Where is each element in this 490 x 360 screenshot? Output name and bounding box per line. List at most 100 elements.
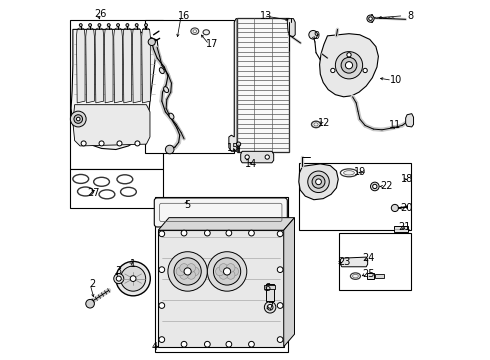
- Circle shape: [116, 276, 122, 281]
- Circle shape: [159, 267, 165, 273]
- Circle shape: [267, 305, 273, 310]
- Bar: [266, 284, 274, 301]
- Circle shape: [245, 155, 249, 159]
- Polygon shape: [132, 30, 141, 103]
- Polygon shape: [284, 218, 294, 347]
- Polygon shape: [123, 30, 132, 103]
- Circle shape: [121, 266, 146, 291]
- Circle shape: [223, 268, 231, 275]
- Ellipse shape: [73, 175, 89, 183]
- Text: 12: 12: [318, 118, 330, 128]
- Circle shape: [71, 111, 86, 127]
- Circle shape: [226, 271, 235, 279]
- Circle shape: [341, 57, 357, 73]
- Circle shape: [226, 264, 235, 272]
- Circle shape: [187, 264, 196, 272]
- Circle shape: [135, 24, 138, 27]
- Text: 4: 4: [151, 342, 158, 352]
- Circle shape: [204, 341, 210, 347]
- Circle shape: [99, 141, 104, 146]
- Circle shape: [308, 171, 329, 193]
- Text: 7: 7: [267, 302, 273, 312]
- Ellipse shape: [77, 187, 93, 196]
- Circle shape: [219, 264, 228, 272]
- Text: 22: 22: [380, 181, 393, 192]
- Circle shape: [181, 341, 187, 347]
- Polygon shape: [158, 218, 294, 230]
- Circle shape: [145, 24, 147, 27]
- Bar: [70, 169, 163, 208]
- Circle shape: [180, 264, 188, 272]
- Ellipse shape: [94, 177, 109, 186]
- Circle shape: [98, 24, 101, 27]
- Circle shape: [117, 141, 122, 146]
- Text: 5: 5: [185, 200, 191, 210]
- Circle shape: [236, 142, 241, 146]
- Circle shape: [216, 267, 224, 276]
- Circle shape: [89, 24, 92, 27]
- Polygon shape: [95, 30, 104, 103]
- Circle shape: [363, 68, 368, 73]
- Ellipse shape: [193, 30, 196, 33]
- Text: 18: 18: [401, 174, 413, 184]
- Circle shape: [180, 271, 188, 279]
- Circle shape: [230, 267, 239, 276]
- Circle shape: [316, 179, 321, 185]
- Text: 15: 15: [227, 143, 240, 153]
- Circle shape: [226, 230, 232, 236]
- Circle shape: [176, 267, 185, 276]
- Text: 25: 25: [363, 269, 375, 279]
- Bar: [158, 230, 284, 347]
- Circle shape: [117, 24, 120, 27]
- Bar: [394, 226, 408, 232]
- Ellipse shape: [99, 190, 115, 199]
- Ellipse shape: [169, 113, 174, 119]
- Circle shape: [370, 182, 379, 191]
- Circle shape: [277, 231, 283, 237]
- FancyBboxPatch shape: [154, 198, 287, 227]
- Ellipse shape: [312, 121, 320, 128]
- Circle shape: [79, 24, 82, 27]
- Circle shape: [184, 268, 191, 275]
- Bar: [299, 163, 411, 230]
- Circle shape: [373, 184, 377, 189]
- Circle shape: [277, 337, 283, 342]
- Circle shape: [277, 267, 283, 273]
- Text: 24: 24: [363, 253, 375, 263]
- Text: 23: 23: [339, 257, 351, 267]
- Ellipse shape: [164, 87, 169, 93]
- Circle shape: [265, 302, 276, 313]
- Ellipse shape: [341, 169, 358, 177]
- Circle shape: [335, 51, 363, 79]
- Text: 20: 20: [400, 203, 413, 213]
- Text: 6: 6: [264, 283, 270, 293]
- Ellipse shape: [350, 273, 361, 279]
- Circle shape: [107, 24, 110, 27]
- Text: 19: 19: [354, 167, 367, 177]
- Text: 9: 9: [314, 31, 320, 41]
- Ellipse shape: [159, 68, 164, 73]
- Ellipse shape: [121, 187, 136, 196]
- Circle shape: [86, 300, 95, 308]
- Circle shape: [159, 337, 165, 342]
- Circle shape: [312, 175, 325, 188]
- Polygon shape: [299, 164, 338, 200]
- Ellipse shape: [191, 28, 199, 35]
- Ellipse shape: [314, 123, 318, 126]
- Text: 11: 11: [389, 121, 401, 130]
- Polygon shape: [71, 30, 158, 149]
- Ellipse shape: [117, 175, 133, 184]
- Circle shape: [207, 252, 247, 291]
- Circle shape: [368, 17, 372, 21]
- Polygon shape: [76, 30, 85, 103]
- Text: 26: 26: [95, 9, 107, 19]
- Circle shape: [219, 271, 228, 279]
- Polygon shape: [73, 105, 150, 146]
- Polygon shape: [406, 114, 414, 127]
- Polygon shape: [114, 30, 122, 103]
- Polygon shape: [142, 30, 150, 103]
- Circle shape: [331, 68, 335, 73]
- Text: 14: 14: [245, 159, 258, 169]
- Circle shape: [74, 115, 82, 123]
- Ellipse shape: [353, 274, 358, 278]
